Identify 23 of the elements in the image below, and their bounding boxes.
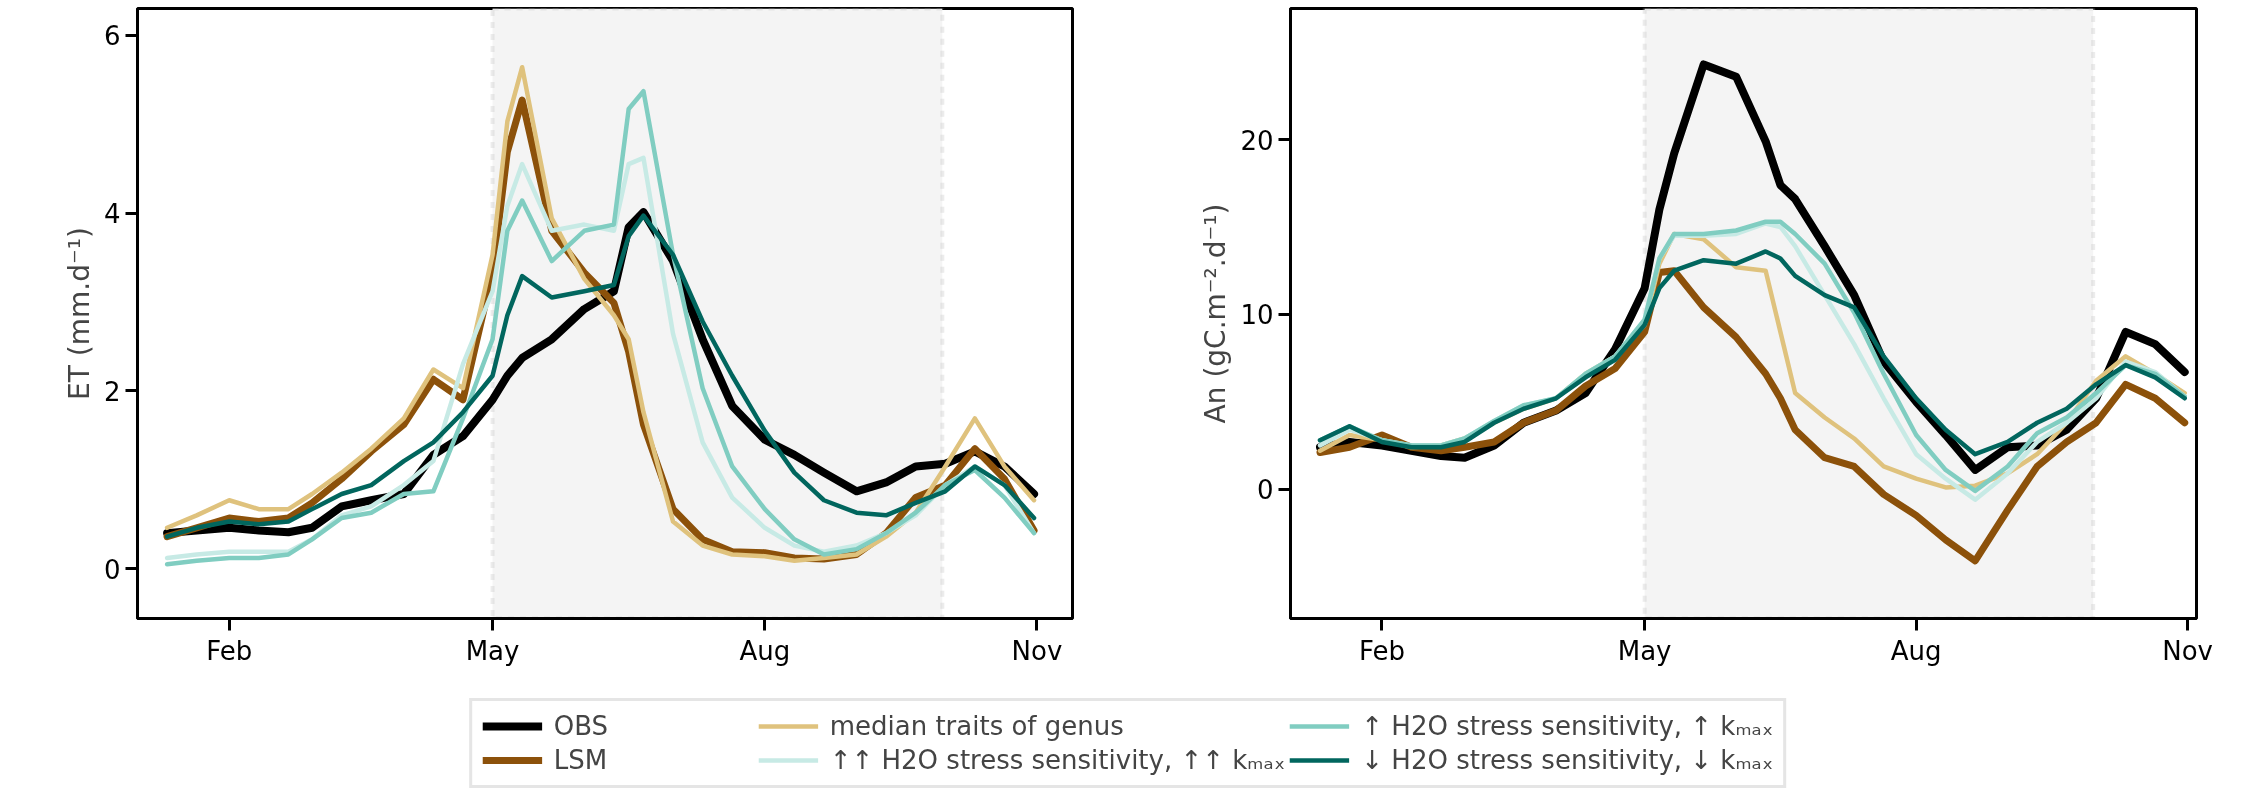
x-tick-label: Nov [1011, 635, 1063, 666]
x-tick-label: Aug [1890, 635, 1942, 666]
x-tick-label: Aug [739, 635, 791, 666]
x-tick-label: May [1617, 635, 1672, 666]
y-axis-title: An (gC.m⁻².d⁻¹) [1199, 203, 1233, 424]
x-tick-label: Feb [1358, 635, 1406, 666]
y-tick-label: 0 [1256, 475, 1274, 506]
y-tick-label: 20 [1240, 125, 1274, 156]
y-tick-label: 10 [1240, 300, 1274, 331]
x-tick-label: Feb [206, 635, 253, 666]
y-tick-label: 4 [103, 199, 121, 230]
legend-label: median traits of genus [829, 710, 1124, 741]
y-axis-title: ET (mm.d⁻¹) [62, 227, 96, 400]
y-tick-label: 2 [103, 376, 121, 407]
legend-label: ↓ H2O stress sensitivity, ↓ kₘₐₓ [1361, 744, 1774, 775]
y-tick-label: 0 [103, 554, 121, 585]
legend-label: ↑↑ H2O stress sensitivity, ↑↑ kₘₐₓ [829, 744, 1286, 775]
x-tick-label: Nov [2162, 635, 2214, 666]
y-tick-label: 6 [103, 21, 121, 52]
legend-label: ↑ H2O stress sensitivity, ↑ kₘₐₓ [1361, 710, 1774, 741]
legend-label: LSM [553, 744, 609, 775]
legend-label: OBS [553, 710, 610, 741]
x-tick-label: May [465, 635, 520, 666]
